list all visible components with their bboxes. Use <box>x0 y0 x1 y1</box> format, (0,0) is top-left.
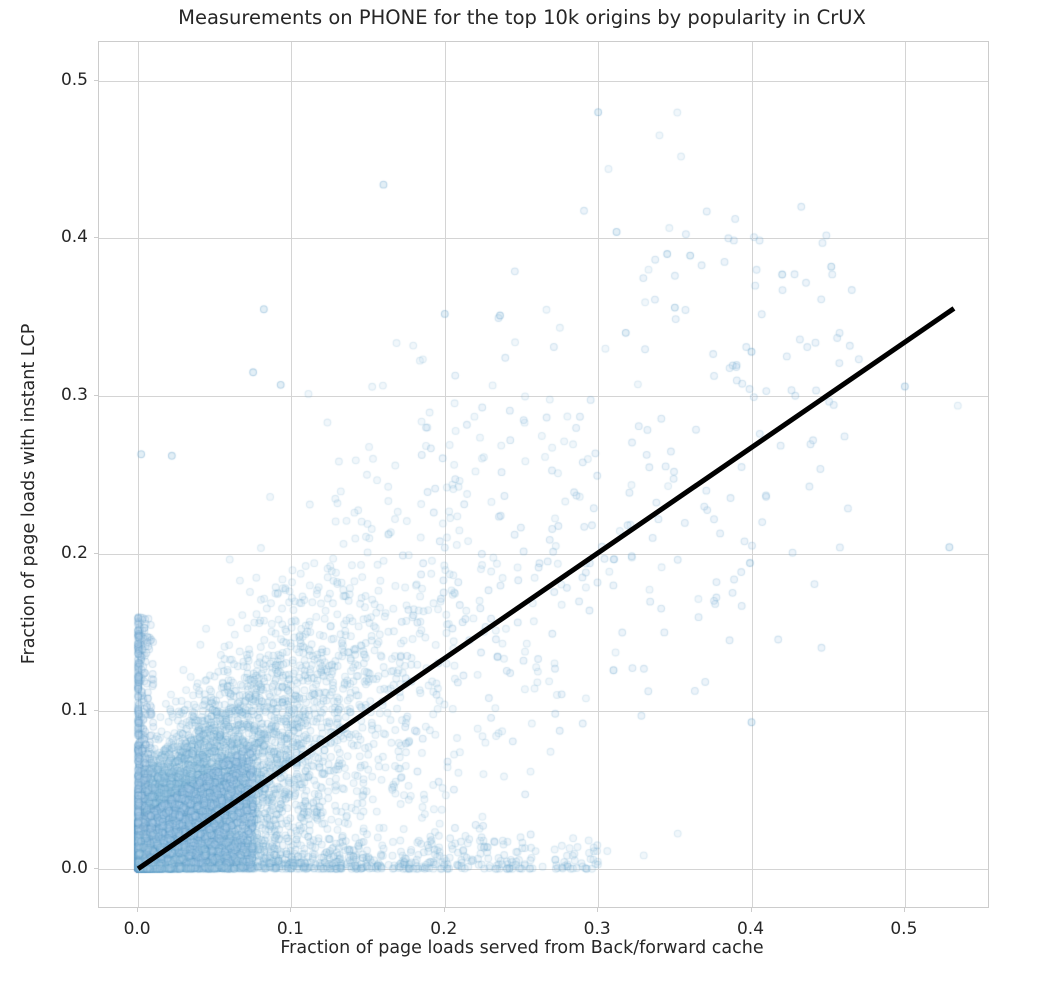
y-axis-label-wrap: Fraction of page loads with instant LCP <box>14 0 44 988</box>
chart-title: Measurements on PHONE for the top 10k or… <box>178 6 866 29</box>
x-tick-mark-5 <box>904 908 905 912</box>
y-tick-label-4: 0.4 <box>60 227 88 248</box>
y-tick-label-5: 0.5 <box>60 69 88 90</box>
y-axis-label: Fraction of page loads with instant LCP <box>19 323 39 665</box>
y-tick-label-1: 0.1 <box>60 700 88 721</box>
x-tick-label-5: 0.5 <box>890 919 918 939</box>
y-tick-mark-4 <box>94 237 98 238</box>
y-tick-mark-2 <box>94 553 98 554</box>
scatter-points-layer <box>99 42 988 907</box>
x-tick-label-0: 0.0 <box>123 919 151 939</box>
y-tick-mark-5 <box>94 80 98 81</box>
x-tick-mark-1 <box>290 908 291 912</box>
x-tick-label-1: 0.1 <box>276 919 304 939</box>
trendline-segment <box>136 306 956 871</box>
plot-inner <box>99 42 988 907</box>
y-tick-mark-1 <box>94 710 98 711</box>
y-tick-label-0: 0.0 <box>60 857 88 878</box>
x-tick-mark-3 <box>597 908 598 912</box>
x-tick-mark-4 <box>751 908 752 912</box>
x-tick-mark-2 <box>444 908 445 912</box>
x-tick-label-4: 0.4 <box>736 919 765 939</box>
y-tick-label-2: 0.2 <box>60 542 88 563</box>
x-tick-label-2: 0.2 <box>430 919 458 939</box>
trendline <box>136 306 956 871</box>
plot-area[interactable] <box>98 41 989 908</box>
y-tick-label-3: 0.3 <box>60 384 88 405</box>
x-tick-label-3: 0.3 <box>583 919 611 939</box>
x-axis-label: Fraction of page loads served from Back/… <box>280 938 764 958</box>
x-tick-mark-0 <box>137 908 138 912</box>
y-tick-mark-0 <box>94 868 98 869</box>
y-tick-mark-3 <box>94 395 98 396</box>
